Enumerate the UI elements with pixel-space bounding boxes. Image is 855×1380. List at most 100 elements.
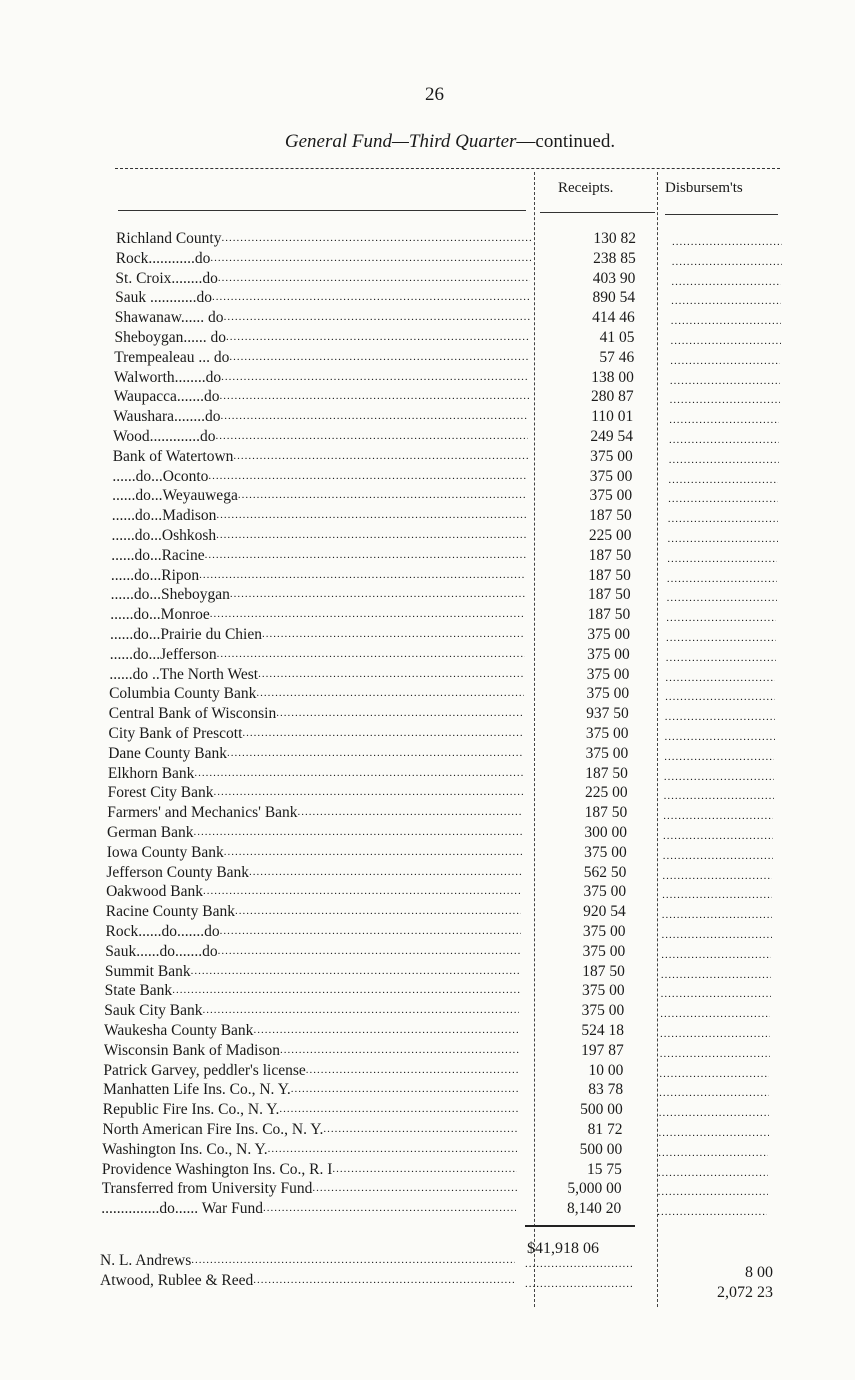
- receipt-amount: 414 46: [592, 309, 635, 327]
- table-row: Sheboygan...... do......................…: [115, 327, 781, 347]
- row-label: North American Fire Ins. Co., N. Y.: [102, 1121, 324, 1138]
- row-label-cell: Rock......do.......do...................…: [106, 923, 521, 941]
- row-label-cell: ......do ..The North West...............…: [109, 666, 524, 684]
- row-label: Sheboygan...... do: [114, 329, 227, 346]
- receipt-amount: 375 00: [584, 843, 627, 861]
- row-label-cell: Forest City Bank........................…: [108, 784, 523, 802]
- row-label: Forest City Bank: [107, 784, 214, 802]
- row-label-cell: Manhatten Life Ins. Co., N. Y...........…: [103, 1081, 518, 1099]
- receipt-amount: 187 50: [588, 546, 632, 564]
- row-label-cell: Republic Fire Ins. Co., N. Y............…: [103, 1101, 518, 1119]
- table-row: ......do...Racine.......................…: [111, 545, 777, 565]
- receipt-amount: 375 00: [589, 487, 633, 505]
- disbursement-blank: ........................................…: [664, 711, 775, 724]
- receipt-blank: ........................................…: [525, 1258, 633, 1270]
- row-label-cell: Trempealeau ... do......................…: [114, 349, 529, 367]
- dot-leader: ........................................…: [215, 430, 528, 442]
- row-label: City Bank of Prescott: [108, 725, 243, 742]
- row-label: Sauk ............do: [115, 289, 212, 307]
- row-label-cell: ......do...Monroe.......................…: [110, 606, 525, 624]
- disbursement-blank: ........................................…: [660, 1008, 771, 1021]
- receipt-amount: 375 00: [587, 626, 630, 643]
- table-row: Racine County Bank......................…: [106, 901, 772, 921]
- receipt-amount: 375 00: [585, 744, 629, 762]
- row-label-cell: Waukesha County Bank....................…: [104, 1022, 519, 1040]
- disbursement-blank: ........................................…: [666, 572, 777, 585]
- dot-leader: ........................................…: [297, 806, 523, 819]
- row-label-cell: Columbia County Bank....................…: [109, 685, 524, 703]
- row-label: Oakwood Bank: [106, 883, 203, 901]
- dot-leader: ........................................…: [216, 509, 526, 522]
- table-row: Waukesha County Bank....................…: [104, 1020, 770, 1040]
- row-label-cell: Shawanaw...... do.......................…: [115, 309, 530, 327]
- table-row: Shawanaw...... do.......................…: [115, 307, 781, 327]
- disbursement-blank: ........................................…: [660, 988, 771, 1001]
- header-top-rule: [115, 168, 780, 169]
- row-label-cell: German Bank.............................…: [107, 824, 522, 842]
- dot-leader: ........................................…: [211, 291, 530, 304]
- disbursement-blank: ........................................…: [672, 236, 782, 248]
- disbursement-blank: ........................................…: [669, 414, 780, 427]
- row-label-cell: ......do...Prairie du Chien.............…: [110, 626, 525, 644]
- dot-leader: ........................................…: [221, 370, 529, 383]
- receipts-right-rule: [657, 172, 658, 1307]
- row-label-cell: Richland County.........................…: [116, 230, 531, 248]
- disbursement-blank: ........................................…: [659, 1067, 770, 1080]
- table-row: Forest City Bank........................…: [108, 782, 774, 802]
- disbursement-blank: ........................................…: [658, 1146, 769, 1159]
- row-label: Rock............do: [115, 249, 211, 267]
- row-label-cell: Providence Washington Ins. Co., R. I....…: [102, 1161, 517, 1179]
- row-label-cell: North American Fire Ins. Co., N. Y......…: [103, 1121, 518, 1139]
- dot-leader: ........................................…: [219, 390, 529, 403]
- table-row: St. Croix........do.....................…: [115, 268, 781, 288]
- receipt-blank: ........................................…: [525, 1278, 633, 1290]
- receipt-amount: 187 50: [582, 962, 625, 980]
- row-label-cell: Oakwood Bank............................…: [106, 883, 521, 901]
- row-label-cell: Walworth........do......................…: [114, 369, 529, 387]
- title-continued: —continued.: [516, 131, 616, 152]
- row-label: Iowa County Bank: [106, 843, 224, 861]
- table-row: Rock............do......................…: [116, 248, 782, 268]
- dot-leader: ........................................…: [191, 1254, 515, 1266]
- dot-leader: ........................................…: [267, 1142, 518, 1155]
- dot-leader: ........................................…: [280, 1043, 519, 1056]
- row-label: ......do...Monroe: [110, 606, 210, 624]
- row-label: Waupacca.......do: [113, 388, 220, 406]
- table-row: Iowa County Bank........................…: [107, 842, 773, 862]
- receipt-amount: 500 00: [580, 1101, 623, 1119]
- row-label: Racine County Bank: [105, 903, 235, 921]
- table-row: ......do...Monroe.......................…: [110, 604, 776, 624]
- disbursement-row: N. L. Andrews...........................…: [100, 1250, 633, 1270]
- disbursement-amount: 8 00: [745, 1264, 773, 1281]
- table-row: ......do...Sheboygan....................…: [111, 584, 777, 604]
- table-row: ......do...Oshkosh......................…: [112, 525, 778, 545]
- row-label: Columbia County Bank: [109, 685, 257, 703]
- row-label-cell: Jefferson County Bank...................…: [106, 864, 521, 882]
- disbursement-row: Atwood, Rublee & Reed...................…: [100, 1270, 633, 1290]
- receipt-amount: 110 01: [591, 408, 634, 426]
- receipt-amount: 15 75: [587, 1160, 622, 1178]
- dot-leader: ........................................…: [202, 1004, 519, 1017]
- header-bottom-rule: [118, 210, 526, 211]
- receipt-amount: 375 00: [589, 467, 633, 485]
- receipt-amount: 238 85: [593, 249, 636, 267]
- dot-leader: ........................................…: [204, 548, 527, 561]
- table-row: Patrick Garvey, peddler's license.......…: [103, 1060, 769, 1080]
- row-label-cell: State Bank..............................…: [105, 982, 520, 1000]
- disbursement-blank: ........................................…: [665, 671, 776, 684]
- dot-leader: ........................................…: [323, 1123, 518, 1135]
- disbursement-blank: ........................................…: [668, 453, 779, 466]
- dot-leader: ........................................…: [217, 271, 531, 284]
- dot-leader: ........................................…: [213, 786, 523, 799]
- table-row: Waupacca.......do.......................…: [114, 386, 780, 406]
- table-row: Elkhorn Bank............................…: [108, 763, 774, 783]
- disbursement-blank: ........................................…: [661, 948, 772, 961]
- receipt-amount: 375 00: [585, 725, 629, 742]
- dot-leader: ........................................…: [194, 766, 523, 779]
- dot-leader: ........................................…: [261, 628, 525, 640]
- row-label-cell: Sauk......do.......do...................…: [105, 943, 520, 961]
- disbursement-blank: ........................................…: [663, 770, 774, 783]
- receipt-amount: 920 54: [583, 903, 626, 921]
- row-label: ......do...Oshkosh: [111, 527, 217, 544]
- table-row: Trempealeau ... do......................…: [114, 347, 780, 367]
